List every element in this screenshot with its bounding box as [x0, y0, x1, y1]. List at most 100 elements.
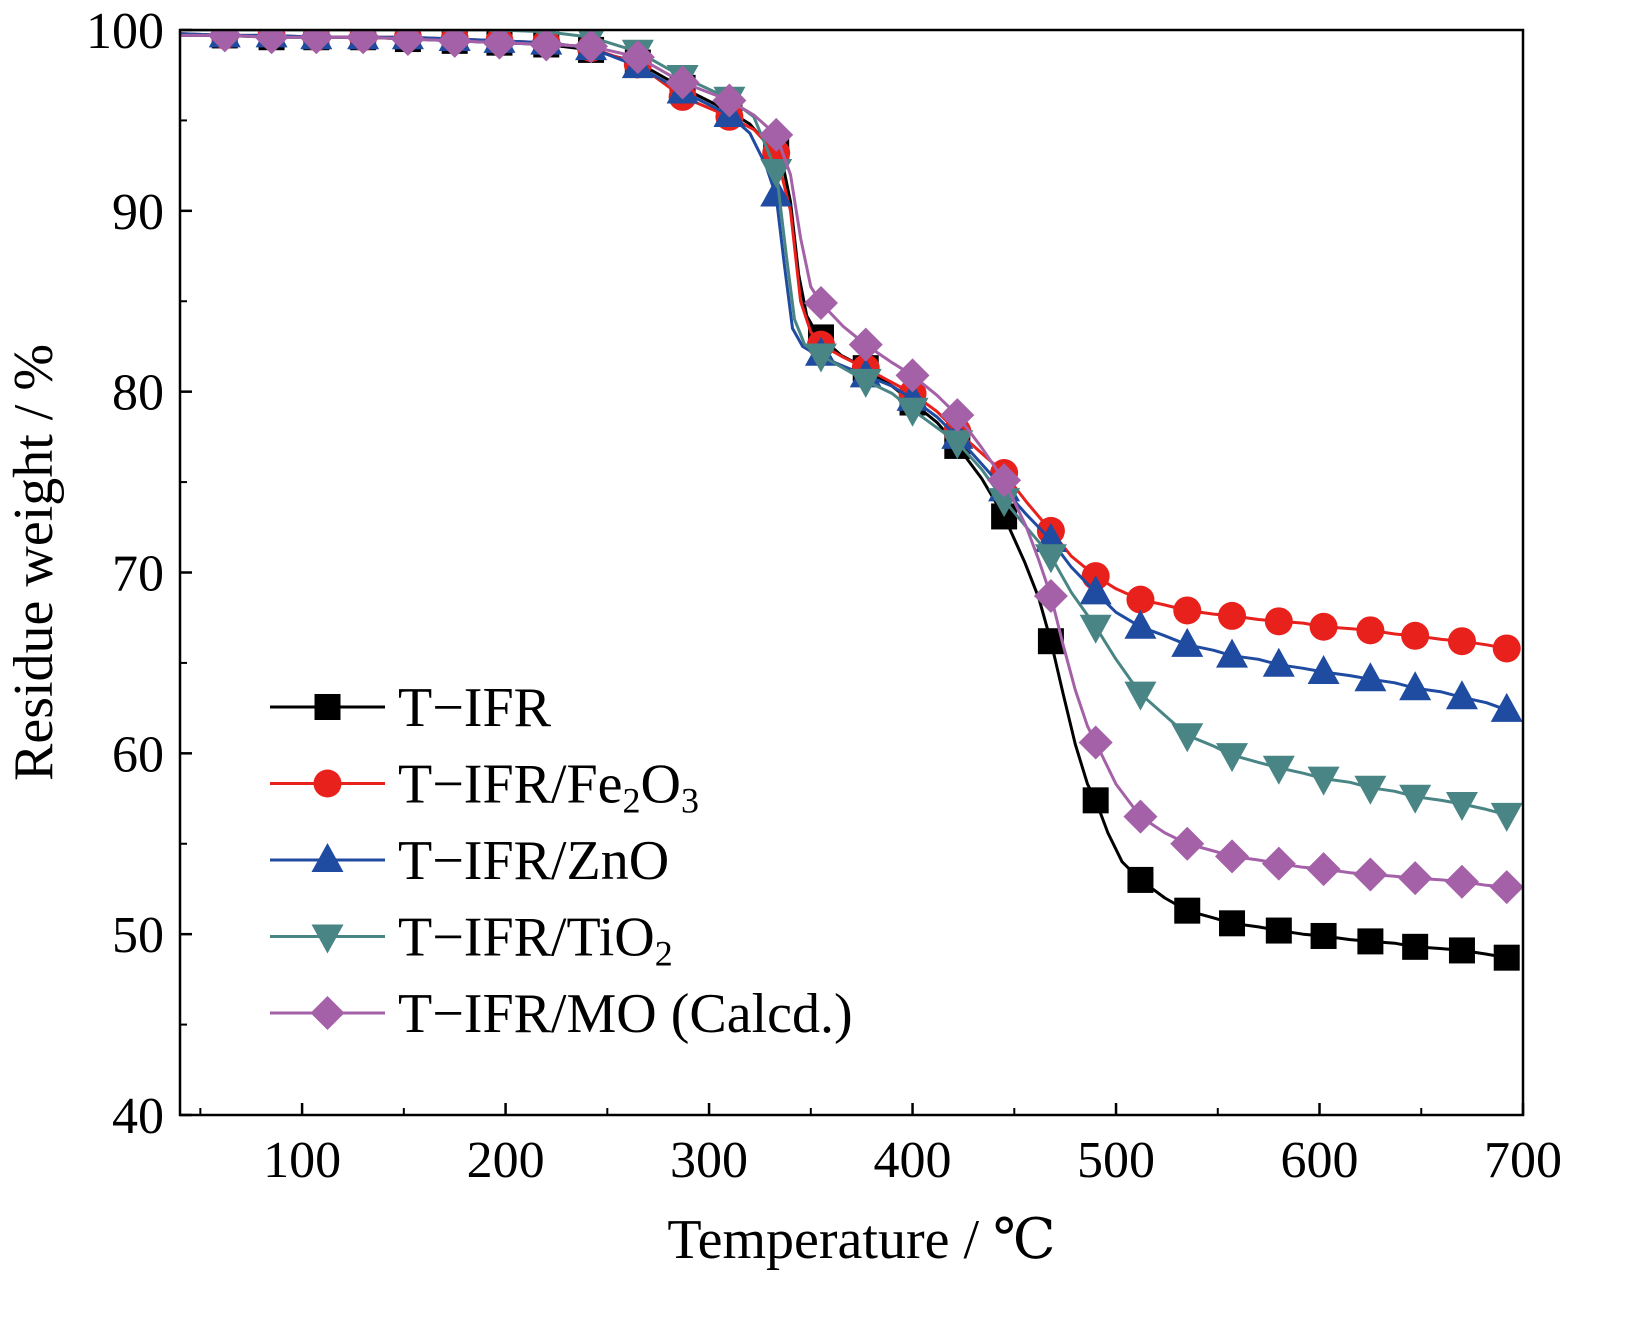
data-point — [1170, 826, 1205, 861]
data-point — [299, 30, 334, 55]
data-point — [849, 368, 882, 398]
plot-frame — [178, 28, 1525, 1117]
data-point — [207, 30, 242, 53]
data-point — [1354, 775, 1387, 805]
data-point — [1078, 725, 1113, 760]
series-line — [180, 30, 1508, 817]
series-line — [180, 33, 1507, 960]
legend: T−IFR T−IFR/Fe2O3 T−IFR/ZnO T−IFR/TiO2 T−IFR… — [270, 677, 853, 1045]
y-tick-label: 50 — [112, 907, 164, 964]
data-point — [665, 65, 700, 100]
data-point — [1171, 627, 1204, 657]
legend-entry: T−IFR/Fe2O3 — [270, 754, 699, 821]
data-point — [1127, 866, 1154, 893]
data-point — [437, 30, 472, 58]
data-point — [1353, 857, 1388, 892]
data-point — [1445, 791, 1478, 821]
legend-label: T−IFR/Fe2O3 — [398, 754, 699, 821]
data-point — [1215, 839, 1250, 874]
data-point — [1123, 799, 1158, 834]
data-point — [1402, 933, 1429, 960]
data-point — [1492, 634, 1521, 663]
data-point — [1448, 937, 1475, 964]
data-point — [1356, 616, 1385, 645]
legend-entry: T−IFR/MO (Calcd.) — [270, 983, 853, 1045]
data-point — [254, 30, 289, 55]
legend-marker — [311, 843, 344, 872]
data-point — [1310, 922, 1337, 949]
y-tick-label: 100 — [86, 3, 164, 60]
x-tick-label: 500 — [1077, 1132, 1155, 1189]
data-point — [1445, 680, 1478, 710]
series-layer — [179, 30, 1523, 971]
data-point — [896, 397, 929, 427]
data-point — [1309, 612, 1338, 641]
data-point — [941, 430, 974, 460]
legend-marker — [311, 924, 344, 954]
data-point — [712, 83, 747, 118]
data-point — [1124, 681, 1157, 711]
data-point — [895, 358, 930, 393]
data-point — [1173, 596, 1202, 625]
data-point — [1401, 621, 1430, 650]
data-point — [620, 40, 655, 75]
series-line — [179, 32, 1508, 712]
y-tick-label: 70 — [112, 546, 164, 603]
x-tick-label: 400 — [874, 1132, 952, 1189]
legend-marker — [313, 769, 342, 798]
data-point — [1082, 787, 1109, 814]
data-point — [529, 30, 564, 62]
series-1 — [179, 30, 1521, 663]
data-point — [804, 343, 837, 373]
data-point — [1307, 654, 1340, 684]
y-tick-label: 80 — [112, 365, 164, 422]
data-point — [1357, 928, 1384, 955]
data-point — [1265, 917, 1292, 944]
data-point — [803, 286, 838, 321]
legend-label: T−IFR/ZnO — [398, 830, 669, 892]
data-point — [1174, 897, 1201, 924]
data-point — [1444, 864, 1479, 899]
data-point — [1034, 544, 1067, 574]
legend-marker — [310, 996, 345, 1030]
x-tick-label: 700 — [1484, 1132, 1562, 1189]
data-point — [1079, 614, 1112, 644]
y-tick-label: 40 — [112, 1088, 164, 1145]
y-tick-label: 90 — [112, 184, 164, 241]
y-tick-label: 60 — [112, 726, 164, 783]
x-tick-label: 600 — [1281, 1132, 1359, 1189]
x-tick-label: 200 — [467, 1132, 545, 1189]
data-point — [1398, 861, 1433, 896]
data-point — [1124, 609, 1157, 639]
data-point — [759, 117, 794, 152]
data-point — [1126, 585, 1155, 614]
data-point — [940, 398, 975, 433]
data-point — [1264, 607, 1293, 636]
data-point — [1489, 870, 1523, 905]
x-tick-label: 100 — [263, 1132, 341, 1189]
legend-entry: T−IFR — [270, 677, 552, 739]
legend-entry: T−IFR/TiO2 — [270, 907, 673, 974]
data-point — [1033, 579, 1068, 614]
data-point — [1216, 638, 1249, 668]
data-point — [1399, 671, 1432, 701]
data-point — [1399, 784, 1432, 814]
data-point — [1218, 601, 1247, 630]
data-point — [390, 30, 425, 57]
series-line — [179, 32, 1507, 650]
y-axis: 40 50 60 70 80 90 100 — [86, 3, 192, 1145]
data-point — [1493, 944, 1520, 971]
data-point — [1219, 910, 1246, 937]
data-point — [1306, 852, 1341, 887]
data-point — [1490, 802, 1523, 832]
series-0 — [180, 30, 1520, 971]
data-point — [1307, 766, 1340, 796]
data-point — [848, 327, 883, 362]
series-line — [180, 33, 1507, 889]
y-axis-title: Residue weight / % — [3, 344, 65, 781]
legend-label: T−IFR/TiO2 — [398, 907, 673, 974]
data-point — [1261, 846, 1296, 881]
data-point — [574, 30, 609, 64]
data-point — [482, 30, 517, 60]
